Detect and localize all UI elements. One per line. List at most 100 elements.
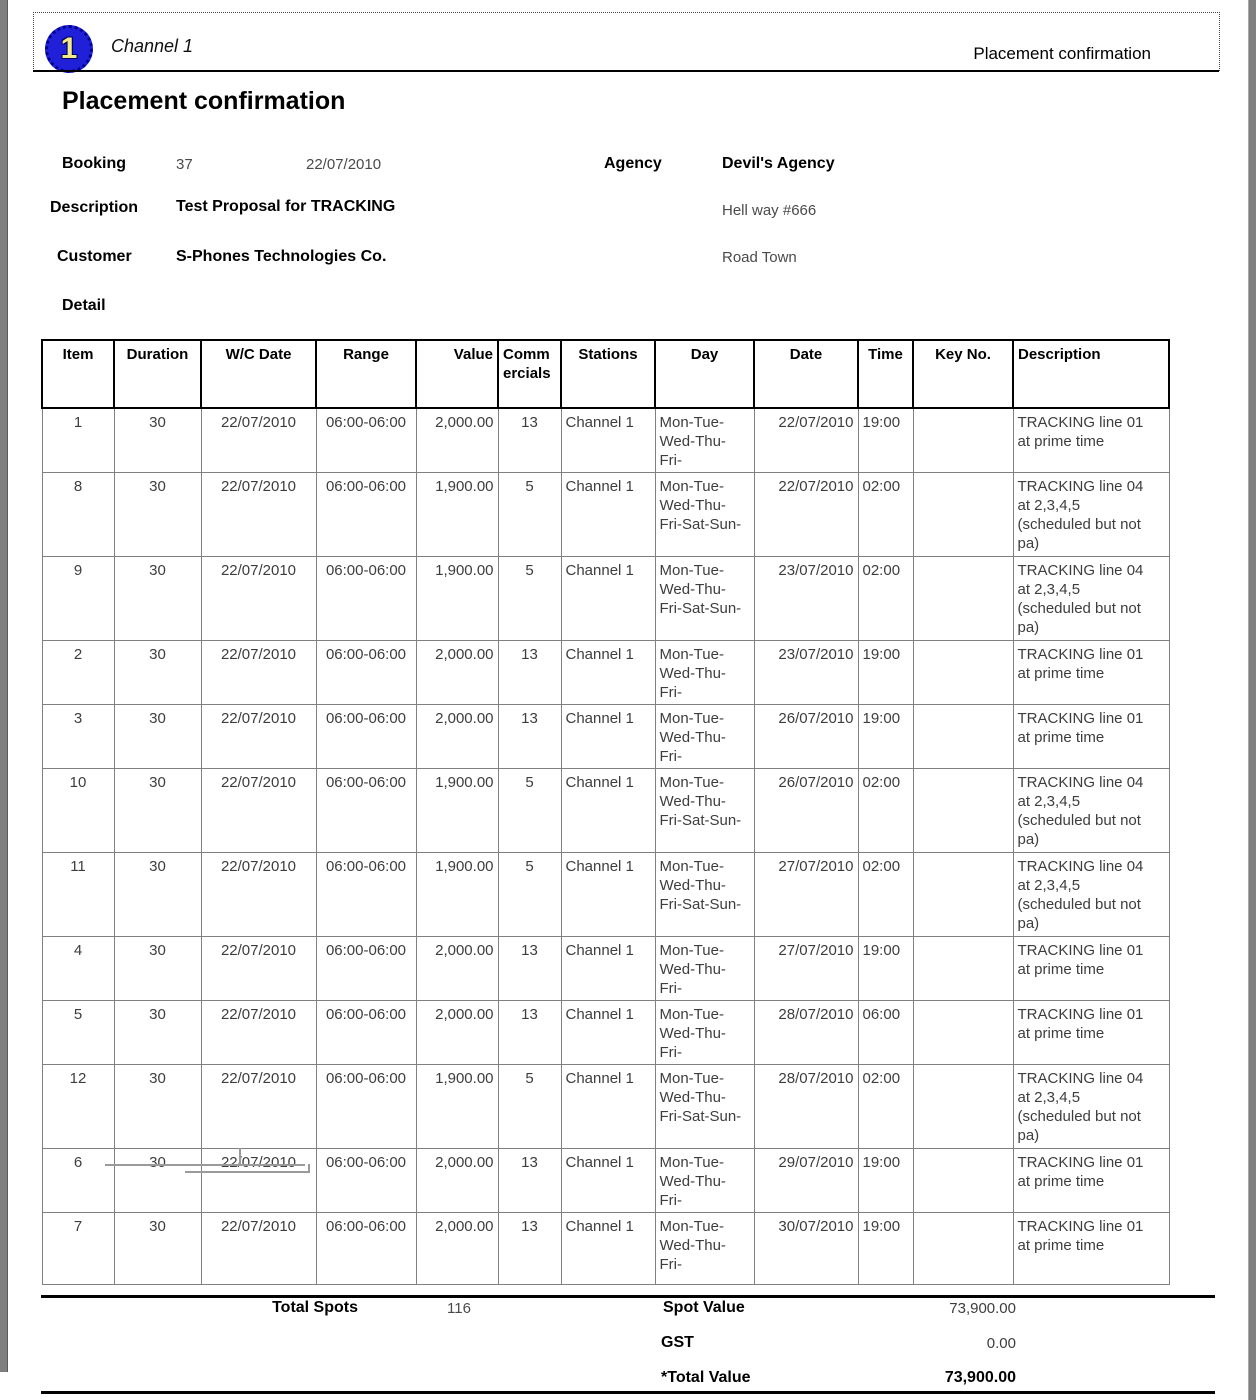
spot-value-amount: 73,900.00 (949, 1300, 1016, 1317)
cell-range: 06:00-06:00 (315, 472, 417, 557)
drag-artifact-line (105, 1164, 305, 1166)
cell-station: Channel 1 (560, 1000, 656, 1065)
cell-wc-date: 22/07/2010 (200, 768, 317, 853)
cell-key-no (912, 852, 1014, 937)
cell-description: TRACKING line 01 at prime time (1012, 704, 1170, 769)
cell-key-no (912, 768, 1014, 853)
cell-key-no (912, 1064, 1014, 1149)
cell-date: 22/07/2010 (753, 407, 859, 473)
column-header-date: Date (753, 339, 859, 409)
total-spots-label: Total Spots (272, 1299, 358, 1316)
cell-date: 28/07/2010 (753, 1064, 859, 1149)
cell-station: Channel 1 (560, 852, 656, 937)
description-label: Description (50, 199, 139, 216)
cell-duration: 30 (113, 704, 202, 769)
cell-date: 22/07/2010 (753, 472, 859, 557)
customer-value: S-Phones Technologies Co. (176, 248, 387, 265)
table-row: 1 30 22/07/2010 06:00-06:00 2,000.00 13 Channe… (41, 407, 1170, 473)
table-row: 3 30 22/07/2010 06:00-06:00 2,000.00 13 Channe… (41, 704, 1170, 769)
cell-item: 8 (41, 472, 115, 557)
cell-value: 1,900.00 (415, 1064, 499, 1149)
cell-duration: 30 (113, 407, 202, 473)
total-spots-value: 116 (447, 1300, 471, 1317)
cell-value: 1,900.00 (415, 556, 499, 641)
cell-time: 02:00 (857, 1064, 914, 1149)
cell-day: Mon-Tue- Wed-Thu- Fri- (654, 407, 755, 473)
cell-duration: 30 (113, 556, 202, 641)
cell-value: 2,000.00 (415, 407, 499, 473)
cell-duration: 30 (113, 936, 202, 1001)
cell-station: Channel 1 (560, 1064, 656, 1149)
cell-day: Mon-Tue- Wed-Thu- Fri-Sat-Sun- (654, 556, 755, 641)
cell-date: 29/07/2010 (753, 1148, 859, 1213)
cell-item: 4 (41, 936, 115, 1001)
cell-description: TRACKING line 01 at prime time (1012, 1212, 1170, 1285)
cell-wc-date: 22/07/2010 (200, 1000, 317, 1065)
booking-label: Booking (62, 155, 126, 172)
cell-day: Mon-Tue- Wed-Thu- Fri- (654, 1212, 755, 1285)
cell-time: 19:00 (857, 1148, 914, 1213)
cell-date: 26/07/2010 (753, 768, 859, 853)
cell-key-no (912, 1212, 1014, 1285)
table-row: 7 30 22/07/2010 06:00-06:00 2,000.00 13 Channe… (41, 1212, 1170, 1285)
cell-value: 2,000.00 (415, 1000, 499, 1065)
cell-time: 02:00 (857, 556, 914, 641)
cell-date: 28/07/2010 (753, 1000, 859, 1065)
cell-duration: 30 (113, 1064, 202, 1149)
cell-wc-date: 22/07/2010 (200, 407, 317, 473)
cell-value: 1,900.00 (415, 852, 499, 937)
column-header-time: Time (857, 339, 914, 409)
totals-bottom-rule (41, 1391, 1215, 1394)
totals-top-rule (41, 1295, 1215, 1298)
channel-name: Channel 1 (111, 36, 194, 56)
cell-station: Channel 1 (560, 640, 656, 705)
cell-description: TRACKING line 01 at prime time (1012, 640, 1170, 705)
table-row: 5 30 22/07/2010 06:00-06:00 2,000.00 13 Channe… (41, 1000, 1170, 1065)
cell-station: Channel 1 (560, 936, 656, 1001)
cell-station: Channel 1 (560, 407, 656, 473)
cell-item: 7 (41, 1212, 115, 1285)
cell-wc-date: 22/07/2010 (200, 556, 317, 641)
cell-day: Mon-Tue- Wed-Thu- Fri- (654, 936, 755, 1001)
cell-key-no (912, 472, 1014, 557)
page-edge-right (1248, 0, 1256, 1400)
cell-item: 10 (41, 768, 115, 853)
cell-commercials: 13 (497, 1148, 562, 1213)
column-header-commercials: Comm ercials (497, 339, 562, 409)
cell-range: 06:00-06:00 (315, 704, 417, 769)
cell-commercials: 5 (497, 768, 562, 853)
column-header-duration: Duration (113, 339, 202, 409)
cell-wc-date: 22/07/2010 (200, 852, 317, 937)
cell-key-no (912, 556, 1014, 641)
cell-range: 06:00-06:00 (315, 407, 417, 473)
cell-commercials: 13 (497, 1000, 562, 1065)
cell-day: Mon-Tue- Wed-Thu- Fri- (654, 640, 755, 705)
cell-item: 2 (41, 640, 115, 705)
table-row: 10 30 22/07/2010 06:00-06:00 1,900.00 5 Channe… (41, 768, 1170, 853)
placement-table: Item Duration W/C Date Range Value Comm … (41, 339, 1170, 1285)
cell-range: 06:00-06:00 (315, 1064, 417, 1149)
cell-key-no (912, 407, 1014, 473)
cell-key-no (912, 936, 1014, 1001)
cell-station: Channel 1 (560, 556, 656, 641)
cell-wc-date: 22/07/2010 (200, 1212, 317, 1285)
cell-range: 06:00-06:00 (315, 640, 417, 705)
cell-key-no (912, 1148, 1014, 1213)
table-row: 2 30 22/07/2010 06:00-06:00 2,000.00 13 Channe… (41, 640, 1170, 705)
agency-address-line2: Road Town (722, 249, 797, 266)
cell-description: TRACKING line 01 at prime time (1012, 1000, 1170, 1065)
cell-item: 11 (41, 852, 115, 937)
channel-logo-icon: 1 (45, 25, 93, 73)
cell-time: 19:00 (857, 936, 914, 1001)
cell-wc-date: 22/07/2010 (200, 1064, 317, 1149)
table-body: 1 30 22/07/2010 06:00-06:00 2,000.00 13 Channe… (41, 407, 1170, 1285)
cell-value: 2,000.00 (415, 640, 499, 705)
cell-item: 12 (41, 1064, 115, 1149)
page-title: Placement confirmation (62, 87, 346, 115)
cell-day: Mon-Tue- Wed-Thu- Fri-Sat-Sun- (654, 1064, 755, 1149)
total-value-label: *Total Value (661, 1369, 751, 1386)
agency-address-line1: Hell way #666 (722, 202, 817, 219)
column-header-key-no: Key No. (912, 339, 1014, 409)
column-header-stations: Stations (560, 339, 656, 409)
